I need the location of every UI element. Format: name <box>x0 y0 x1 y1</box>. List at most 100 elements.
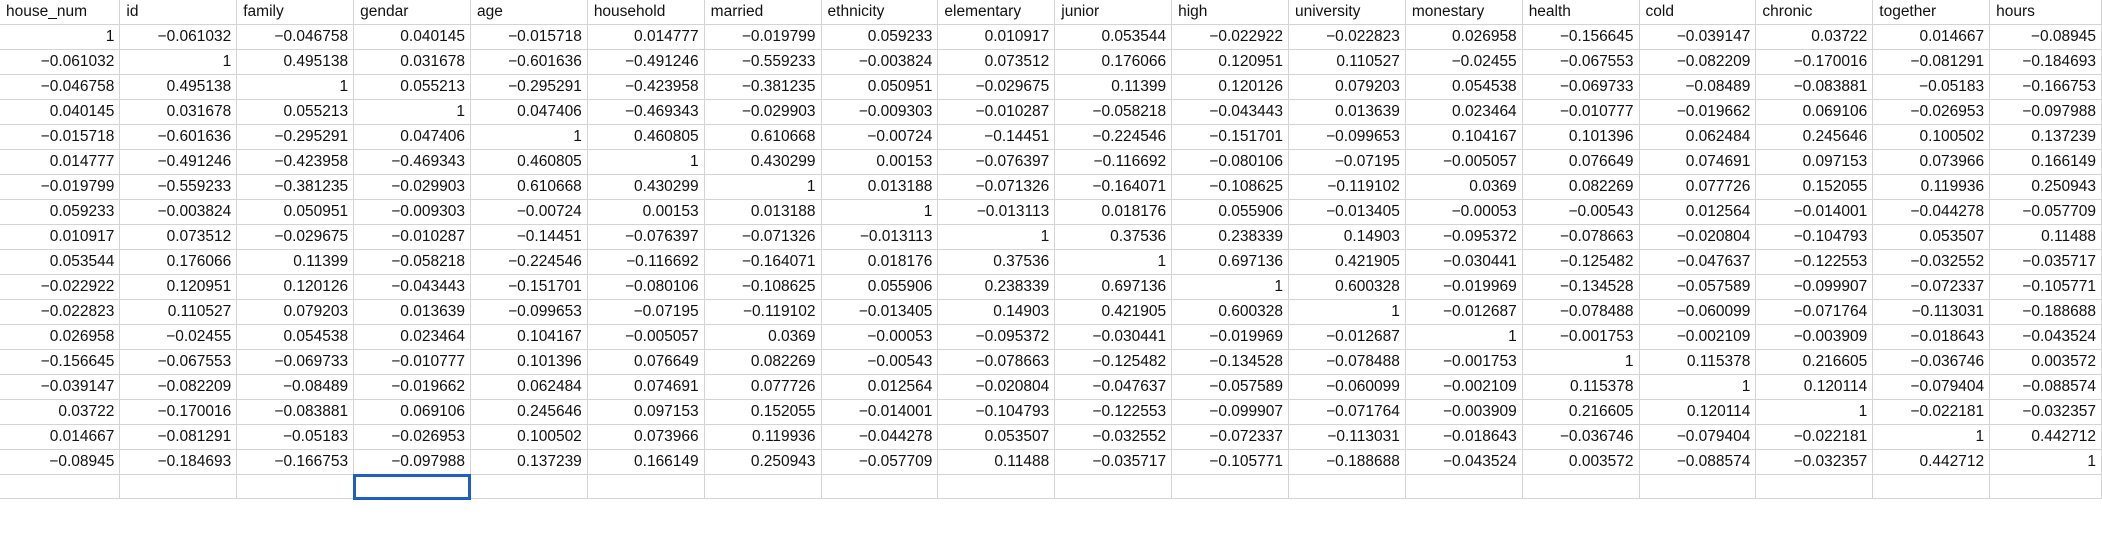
data-cell[interactable]: −0.119102 <box>704 299 822 325</box>
data-cell[interactable]: 0.040145 <box>353 24 471 50</box>
data-cell[interactable]: −0.029675 <box>236 224 355 250</box>
data-cell[interactable]: 0.069106 <box>353 399 471 425</box>
data-cell[interactable]: −0.134528 <box>1171 349 1289 375</box>
empty-cell[interactable] <box>1639 474 1757 499</box>
data-cell[interactable]: −0.02455 <box>1405 49 1523 75</box>
column-header-cell[interactable]: cold <box>1639 0 1757 25</box>
data-cell[interactable]: −0.043443 <box>1171 99 1289 125</box>
data-cell[interactable]: −0.012687 <box>1288 324 1406 350</box>
data-cell[interactable]: 0.0369 <box>1405 174 1523 200</box>
data-cell[interactable]: −0.184693 <box>119 449 238 475</box>
data-cell[interactable]: 0.018176 <box>1054 199 1173 225</box>
data-cell[interactable]: 0.079203 <box>1288 74 1406 100</box>
data-cell[interactable]: −0.081291 <box>1872 49 1991 75</box>
data-cell[interactable]: −0.071326 <box>704 224 822 250</box>
data-cell[interactable]: −0.058218 <box>353 249 471 275</box>
data-cell[interactable]: 0.166149 <box>1989 149 2102 175</box>
data-cell[interactable]: 0.14903 <box>937 299 1056 325</box>
data-cell[interactable]: 0.026958 <box>0 324 121 350</box>
data-cell[interactable]: −0.010287 <box>353 224 471 250</box>
data-cell[interactable]: 0.166149 <box>587 449 705 475</box>
data-cell[interactable]: 1 <box>0 24 121 50</box>
data-cell[interactable]: −0.009303 <box>353 199 471 225</box>
data-cell[interactable]: −0.095372 <box>937 324 1056 350</box>
data-cell[interactable]: −0.080106 <box>587 274 705 300</box>
data-cell[interactable]: −0.164071 <box>1054 174 1173 200</box>
data-cell[interactable]: −0.018643 <box>1872 324 1991 350</box>
data-cell[interactable]: −0.067553 <box>1522 49 1640 75</box>
data-cell[interactable]: 1 <box>1755 399 1874 425</box>
data-cell[interactable]: 0.014667 <box>1872 24 1991 50</box>
data-cell[interactable]: 0.104167 <box>470 324 588 350</box>
data-cell[interactable]: −0.170016 <box>119 399 238 425</box>
column-header-cell[interactable]: university <box>1288 0 1406 25</box>
data-cell[interactable]: −0.491246 <box>119 149 238 175</box>
column-header-cell[interactable]: id <box>119 0 238 25</box>
data-cell[interactable]: −0.076397 <box>937 149 1056 175</box>
data-cell[interactable]: −0.381235 <box>236 174 355 200</box>
data-cell[interactable]: −0.005057 <box>587 324 705 350</box>
data-cell[interactable]: 0.600328 <box>1171 299 1289 325</box>
data-cell[interactable]: −0.003909 <box>1755 324 1874 350</box>
data-cell[interactable]: −0.003824 <box>119 199 238 225</box>
data-cell[interactable]: −0.083881 <box>236 399 355 425</box>
data-cell[interactable]: 0.110527 <box>1288 49 1406 75</box>
data-cell[interactable]: −0.423958 <box>587 74 705 100</box>
data-cell[interactable]: −0.018643 <box>1405 424 1523 450</box>
data-cell[interactable]: −0.046758 <box>236 24 355 50</box>
data-cell[interactable]: 0.073966 <box>1872 149 1991 175</box>
data-cell[interactable]: −0.08489 <box>236 374 355 400</box>
column-header-cell[interactable]: monestary <box>1405 0 1523 25</box>
data-cell[interactable]: −0.036746 <box>1522 424 1640 450</box>
data-cell[interactable]: −0.015718 <box>0 124 121 150</box>
data-cell[interactable]: 0.053507 <box>937 424 1056 450</box>
data-cell[interactable]: 0.101396 <box>470 349 588 375</box>
data-cell[interactable]: 1 <box>236 74 355 100</box>
data-cell[interactable]: −0.119102 <box>1288 174 1406 200</box>
data-cell[interactable]: −0.113031 <box>1288 424 1406 450</box>
data-cell[interactable]: 1 <box>1054 249 1173 275</box>
data-cell[interactable]: 0.010917 <box>0 224 121 250</box>
data-cell[interactable]: −0.095372 <box>1405 224 1523 250</box>
data-cell[interactable]: 0.076649 <box>1522 149 1640 175</box>
data-cell[interactable]: 0.013639 <box>353 299 471 325</box>
data-cell[interactable]: 0.076649 <box>587 349 705 375</box>
data-cell[interactable]: −0.078488 <box>1522 299 1640 325</box>
data-cell[interactable]: −0.047637 <box>1639 249 1757 275</box>
data-cell[interactable]: 0.014667 <box>0 424 121 450</box>
data-cell[interactable]: 0.250943 <box>704 449 822 475</box>
data-cell[interactable]: −0.104793 <box>1755 224 1874 250</box>
data-cell[interactable]: −0.029903 <box>704 99 822 125</box>
data-cell[interactable]: −0.014001 <box>821 399 939 425</box>
data-cell[interactable]: −0.003824 <box>821 49 939 75</box>
data-cell[interactable]: 0.610668 <box>470 174 588 200</box>
data-cell[interactable]: 0.697136 <box>1171 249 1289 275</box>
data-cell[interactable]: −0.046758 <box>0 74 121 100</box>
data-cell[interactable]: −0.188688 <box>1989 299 2102 325</box>
data-cell[interactable]: −0.099653 <box>470 299 588 325</box>
data-cell[interactable]: −0.060099 <box>1639 299 1757 325</box>
data-cell[interactable]: 0.03722 <box>0 399 121 425</box>
data-cell[interactable]: 0.050951 <box>821 74 939 100</box>
data-cell[interactable]: −0.00053 <box>1405 199 1523 225</box>
data-cell[interactable]: 0.018176 <box>821 249 939 275</box>
empty-cell[interactable] <box>1288 474 1406 499</box>
data-cell[interactable]: −0.039147 <box>1639 24 1757 50</box>
data-cell[interactable]: 0.115378 <box>1639 349 1757 375</box>
data-cell[interactable]: 0.013188 <box>704 199 822 225</box>
column-header-cell[interactable]: health <box>1522 0 1640 25</box>
data-cell[interactable]: −0.080106 <box>1171 149 1289 175</box>
data-cell[interactable]: −0.057709 <box>1989 199 2102 225</box>
data-cell[interactable]: 0.069106 <box>1755 99 1874 125</box>
data-cell[interactable]: −0.020804 <box>937 374 1056 400</box>
data-cell[interactable]: 0.055213 <box>353 74 471 100</box>
data-cell[interactable]: 1 <box>704 174 822 200</box>
data-cell[interactable]: 0.697136 <box>1054 274 1173 300</box>
empty-cell[interactable] <box>1522 474 1640 499</box>
data-cell[interactable]: −0.097988 <box>353 449 471 475</box>
data-cell[interactable]: −0.061032 <box>0 49 121 75</box>
data-cell[interactable]: 1 <box>1522 349 1640 375</box>
data-cell[interactable]: −0.069733 <box>1522 74 1640 100</box>
data-cell[interactable]: 0.059233 <box>0 199 121 225</box>
data-cell[interactable]: −0.010777 <box>353 349 471 375</box>
